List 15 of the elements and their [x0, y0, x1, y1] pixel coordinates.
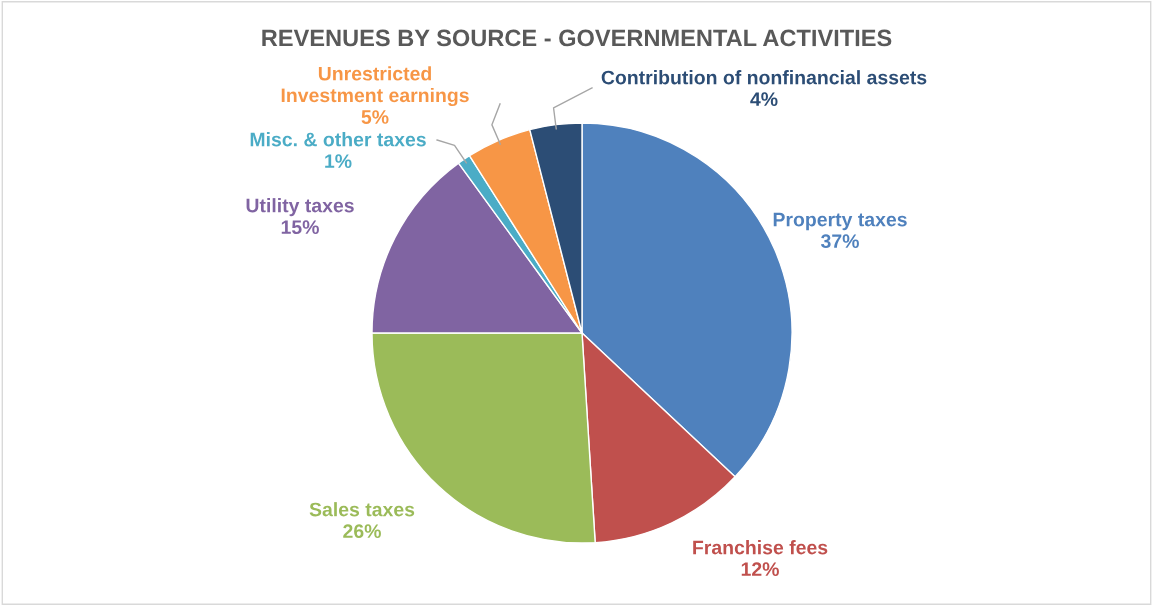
data-label: 26%	[343, 524, 381, 539]
slice-label: Property taxes	[773, 212, 907, 231]
slice-label: Utility taxes	[246, 198, 354, 217]
data-label: 1%	[325, 154, 352, 168]
slice-label: Misc. & other taxes	[250, 132, 426, 147]
slice-label: Unrestricted Investment earnings	[281, 66, 469, 107]
data-label: 5%	[361, 110, 389, 124]
data-label: 37%	[820, 234, 859, 249]
slice-label: Franchise fees	[693, 540, 828, 555]
data-label: 4%	[750, 92, 778, 106]
chart-title: REVENUES BY SOURCE - GOVERNMENTAL ACTIVITIES	[262, 29, 892, 47]
slice-label: Sales taxes	[309, 502, 415, 517]
slice-label: Contribution of nonfinancial assets	[601, 70, 927, 85]
data-label: 15%	[281, 220, 319, 235]
data-label: 12%	[741, 562, 779, 576]
